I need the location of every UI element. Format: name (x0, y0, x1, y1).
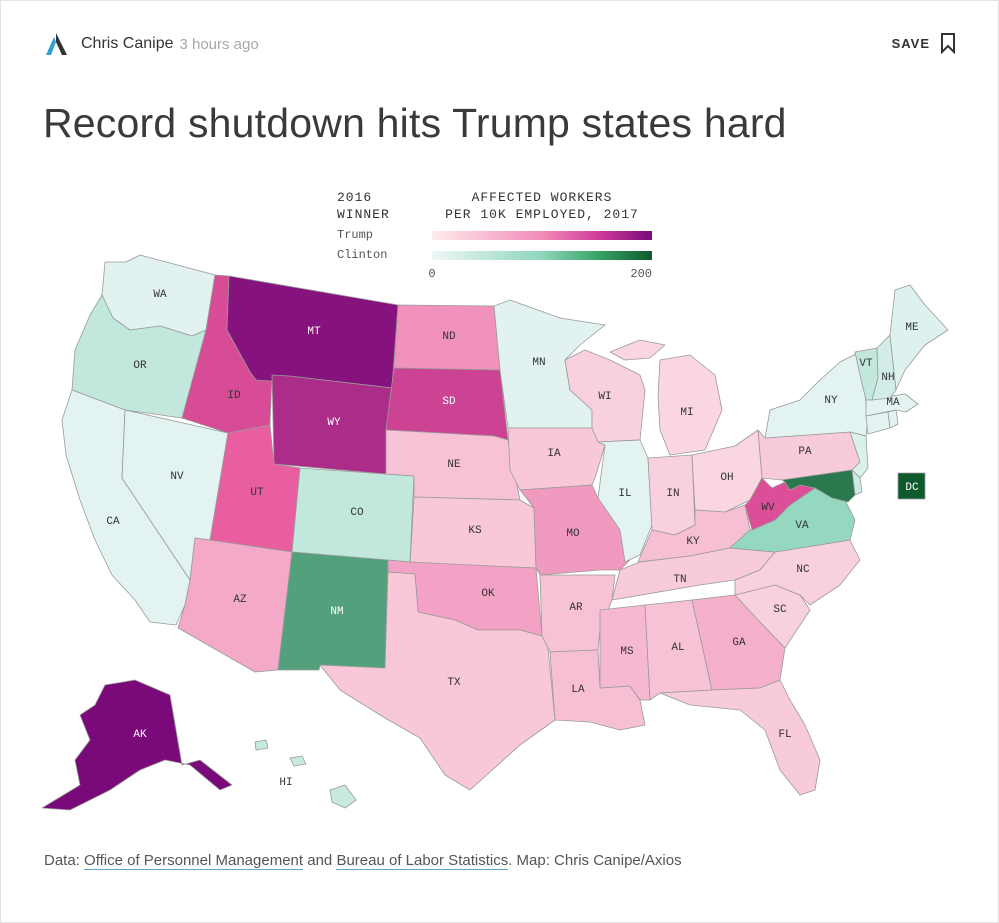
state-label-la: LA (571, 684, 585, 696)
byline: Chris Canipe 3 hours ago SAVE (44, 30, 956, 58)
source-link-bls[interactable]: Bureau of Labor Statistics (336, 852, 509, 870)
state-la[interactable] (549, 649, 646, 731)
page-title: Record shutdown hits Trump states hard (43, 100, 787, 146)
state-label-nm: NM (330, 606, 343, 618)
state-md[interactable] (781, 469, 856, 503)
state-label-nv: NV (170, 471, 184, 483)
legend-winner-heading-1: 2016 (337, 190, 372, 205)
state-label-ia: IA (547, 448, 561, 460)
choropleth-map: 2016 WINNER AFFECTED WORKERS PER 10K EMP… (41, 190, 949, 811)
state-label-wv: WV (761, 502, 775, 514)
state-label-az: AZ (233, 594, 247, 606)
state-label-oh: OH (720, 472, 733, 484)
author-name[interactable]: Chris Canipe (81, 35, 174, 52)
state-nc[interactable] (734, 539, 861, 606)
state-label-ak: AK (133, 729, 147, 741)
state-label-ut: UT (250, 487, 264, 499)
state-me[interactable] (889, 284, 949, 391)
state-wy[interactable] (271, 374, 393, 475)
state-label-or: OR (133, 360, 147, 372)
state-label-in: IN (666, 488, 679, 500)
legend-scale-min: 0 (428, 267, 435, 281)
state-label-tn: TN (673, 574, 686, 586)
state-label-nd: ND (442, 331, 456, 343)
source-note: Data: Office of Personnel Management and… (44, 852, 682, 870)
state-label-ar: AR (569, 602, 583, 614)
state-label-ny: NY (824, 395, 838, 407)
state-label-ok: OK (481, 588, 495, 600)
state-label-ne: NE (447, 459, 461, 471)
state-label-ky: KY (686, 536, 700, 548)
save-button[interactable]: SAVE (892, 32, 956, 54)
state-label-vt: VT (859, 358, 873, 370)
legend-trump-label: Trump (337, 228, 373, 242)
state-label-fl: FL (778, 729, 791, 741)
state-il[interactable] (597, 439, 653, 563)
source-prefix: Data: (44, 852, 85, 869)
state-label-ma: MA (886, 397, 900, 409)
state-label-wy: WY (327, 417, 341, 429)
state-label-mi: MI (680, 407, 693, 419)
state-label-al: AL (671, 642, 684, 654)
state-ak[interactable] (41, 679, 233, 811)
state-label-pa: PA (798, 446, 812, 458)
bookmark-icon (941, 33, 955, 54)
state-dc[interactable] (897, 472, 926, 500)
state-fl[interactable] (659, 679, 821, 796)
state-label-mn: MN (532, 357, 545, 369)
legend-clinton-label: Clinton (337, 248, 387, 262)
state-mi[interactable] (609, 339, 723, 456)
state-label-wa: WA (153, 289, 167, 301)
state-label-nh: NH (881, 372, 894, 384)
timestamp: 3 hours ago (179, 35, 259, 53)
state-label-il: IL (618, 488, 631, 500)
state-label-ks: KS (468, 525, 482, 537)
legend: 2016 WINNER AFFECTED WORKERS PER 10K EMP… (337, 190, 652, 281)
source-suffix: . Map: Chris Canipe/Axios (508, 852, 682, 869)
state-hi[interactable] (254, 739, 357, 809)
state-label-ms: MS (620, 646, 634, 658)
state-label-tx: TX (447, 677, 461, 689)
state-label-mo: MO (566, 528, 580, 540)
state-label-id: ID (227, 390, 241, 402)
source-and: and (303, 852, 337, 869)
state-label-va: VA (795, 520, 809, 532)
legend-measure-heading-2: PER 10K EMPLOYED, 2017 (445, 207, 639, 222)
state-label-sc: SC (773, 604, 787, 616)
legend-trump-scale (432, 231, 652, 240)
state-label-sd: SD (442, 396, 456, 408)
state-label-hi: HI (279, 777, 292, 789)
legend-measure-heading-1: AFFECTED WORKERS (472, 190, 613, 205)
save-label: SAVE (891, 35, 930, 51)
state-tx[interactable] (319, 571, 556, 791)
legend-winner-heading-2: WINNER (337, 207, 390, 222)
state-label-dc: DC (905, 482, 919, 494)
state-ny[interactable] (764, 351, 869, 439)
state-label-nc: NC (796, 564, 810, 576)
source-link-opm[interactable]: Office of Personnel Management (84, 852, 304, 870)
state-label-ca: CA (106, 516, 120, 528)
axios-logo-icon[interactable] (44, 32, 68, 56)
state-ri[interactable] (887, 409, 899, 429)
legend-scale-max: 200 (630, 267, 652, 281)
state-label-me: ME (905, 322, 919, 334)
state-label-mt: MT (307, 326, 321, 338)
state-label-ga: GA (732, 637, 746, 649)
legend-clinton-scale (432, 251, 652, 260)
state-label-wi: WI (598, 391, 611, 403)
state-label-co: CO (350, 507, 364, 519)
